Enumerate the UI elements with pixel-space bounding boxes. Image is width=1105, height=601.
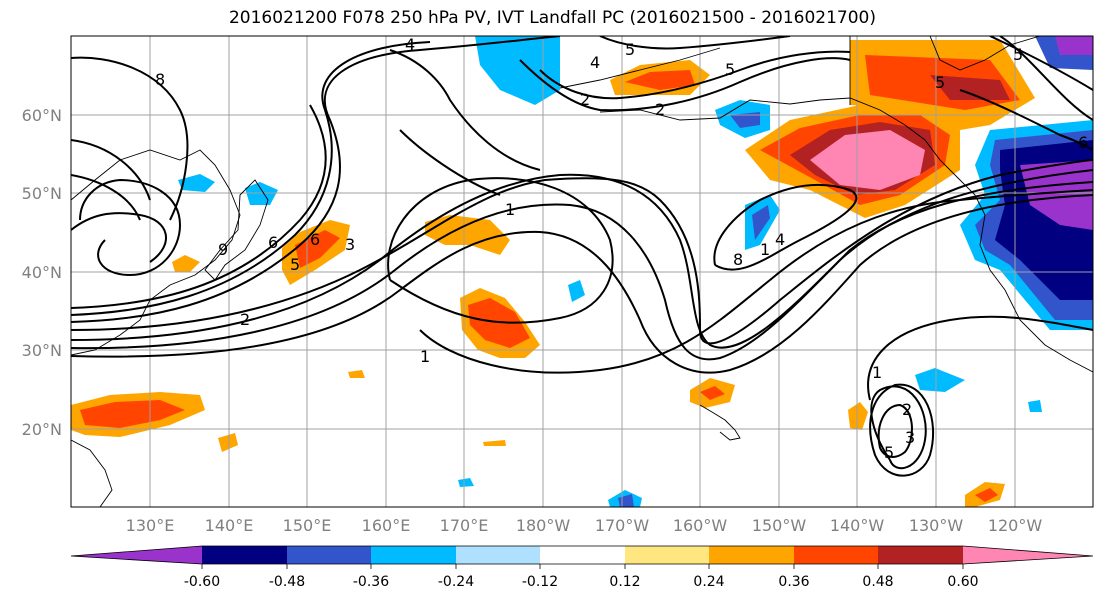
contour-label: 5 bbox=[1013, 45, 1023, 64]
lon-label: 140°E bbox=[205, 516, 254, 535]
lon-label: 130°W bbox=[909, 516, 964, 535]
colorbar-segment bbox=[709, 546, 794, 564]
colorbar-segment bbox=[287, 546, 371, 564]
lon-label: 170°W bbox=[595, 516, 650, 535]
contour-label: 4 bbox=[775, 230, 785, 249]
coastlines bbox=[71, 36, 1093, 507]
colorbar-segment bbox=[878, 546, 963, 564]
map-title: 2016021200 F078 250 hPa PV, IVT Landfall… bbox=[228, 8, 876, 28]
latitude-labels: 60°N 50°N 40°N 30°N 20°N bbox=[22, 106, 62, 439]
contour-label: 6 bbox=[310, 230, 320, 249]
colorbar-ticks bbox=[201, 564, 964, 569]
longitude-labels: 130°E 140°E 150°E 160°E 170°E 180°W 170°… bbox=[126, 516, 1043, 535]
contour-label: 5 bbox=[290, 255, 300, 274]
graticule bbox=[71, 36, 1093, 507]
contour-label: 8 bbox=[733, 250, 743, 269]
lon-label: 150°W bbox=[752, 516, 807, 535]
colorbar-tick-label: 0.60 bbox=[947, 574, 978, 590]
colorbar-segment bbox=[540, 546, 625, 564]
colorbar-segment bbox=[371, 546, 456, 564]
contour-label: 5 bbox=[725, 60, 735, 79]
anomaly-shading bbox=[71, 36, 1093, 507]
colorbar-segment bbox=[456, 546, 540, 564]
lon-label: 160°W bbox=[673, 516, 728, 535]
contour-label: 5 bbox=[935, 73, 945, 92]
colorbar-tick-label: 0.12 bbox=[609, 574, 640, 590]
contour-label: 1 bbox=[872, 363, 882, 382]
colorbar-tick-label: 0.24 bbox=[693, 574, 724, 590]
lat-label: 60°N bbox=[22, 106, 62, 125]
contour-label: 4 bbox=[590, 53, 600, 72]
colorbar-tick-label: 0.36 bbox=[778, 574, 809, 590]
lon-label: 150°E bbox=[283, 516, 332, 535]
contour-label: 4 bbox=[405, 35, 415, 54]
contour-label: 1 bbox=[420, 347, 430, 366]
contour-label: 5 bbox=[884, 443, 894, 462]
contour-label: 2 bbox=[580, 90, 590, 109]
lat-label: 20°N bbox=[22, 420, 62, 439]
lat-label: 30°N bbox=[22, 341, 62, 360]
colorbar-segment bbox=[71, 546, 202, 564]
colorbar-segment bbox=[963, 546, 1093, 564]
lat-label: 40°N bbox=[22, 263, 62, 282]
contour-label: 9 bbox=[218, 240, 228, 259]
colorbar-tick-label: -0.12 bbox=[522, 574, 558, 590]
contour-label: 2 bbox=[240, 310, 250, 329]
colorbar-segment bbox=[202, 546, 287, 564]
lat-label: 50°N bbox=[22, 184, 62, 203]
map-frame bbox=[70, 35, 1094, 508]
lon-label: 170°E bbox=[440, 516, 489, 535]
contour-labels: 8 4 5 2 5 4 5 2 6 5 6 1 9 5 3 6 2 8 1 1 … bbox=[155, 35, 1088, 462]
contour-label: 6 bbox=[1078, 133, 1088, 152]
contour-label: 6 bbox=[268, 233, 278, 252]
contour-label: 5 bbox=[625, 40, 635, 59]
contour-label: 1 bbox=[760, 240, 770, 259]
contour-label: 3 bbox=[345, 235, 355, 254]
lon-label: 160°E bbox=[362, 516, 411, 535]
colorbar-tick-label: -0.24 bbox=[438, 574, 474, 590]
lon-label: 130°E bbox=[126, 516, 175, 535]
lon-label: 120°W bbox=[988, 516, 1043, 535]
colorbar: -0.60 -0.48 -0.36 -0.24 -0.12 0.12 0.24 … bbox=[70, 545, 1094, 590]
colorbar-tick-label: 0.48 bbox=[862, 574, 893, 590]
colorbar-segment bbox=[625, 546, 709, 564]
contour-label: 3 bbox=[905, 428, 915, 447]
lon-label: 180°W bbox=[516, 516, 571, 535]
contour-label: 2 bbox=[655, 100, 665, 119]
contour-label: 2 bbox=[902, 400, 912, 419]
pv-contours bbox=[71, 36, 1093, 477]
colorbar-tick-label: -0.60 bbox=[184, 574, 220, 590]
colorbar-tick-label: -0.48 bbox=[269, 574, 305, 590]
contour-label: 8 bbox=[155, 70, 165, 89]
colorbar-segment bbox=[794, 546, 878, 564]
colorbar-tick-label: -0.36 bbox=[353, 574, 389, 590]
contour-label: 1 bbox=[505, 200, 515, 219]
lon-label: 140°W bbox=[830, 516, 885, 535]
